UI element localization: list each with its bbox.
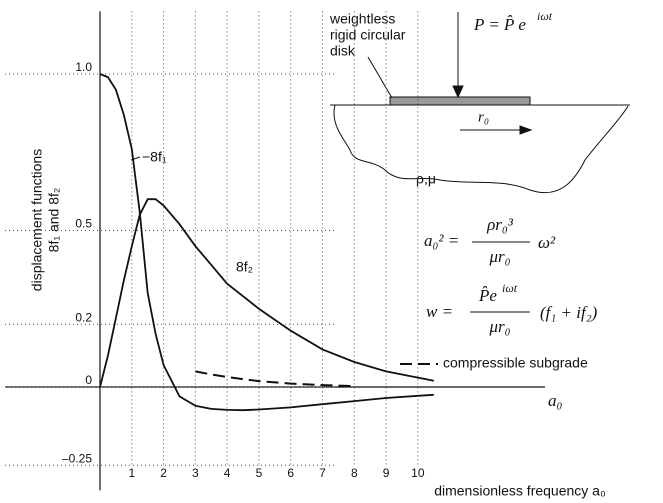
x-tick-label: 2 (160, 466, 167, 480)
medium-label: ρ,μ (416, 171, 436, 187)
equation: ω² (538, 233, 556, 252)
y-label: 8f₁ and 8f₂ (46, 188, 62, 253)
x-tick-label: 5 (256, 466, 263, 480)
legend-label: compressible subgrade (443, 355, 588, 371)
x-tick-label: 8 (351, 466, 358, 480)
x-axis-end-label: a₀ (548, 391, 563, 410)
x-label: dimensionless frequency a₀ (434, 483, 606, 499)
curve-label: −8f₁ (142, 149, 167, 165)
equation: μr₀ (488, 317, 510, 336)
equation: P̂e (478, 286, 497, 305)
load-label: P = P̂ e (473, 15, 526, 34)
x-tick-label: 4 (224, 466, 231, 480)
x-tick-label: 1 (128, 466, 135, 480)
inset-label: disk (330, 43, 356, 59)
y-tick-label: 0 (85, 373, 92, 387)
y-tick-label: 1.0 (75, 60, 92, 74)
disk (389, 96, 531, 106)
x-tick-label: 7 (319, 466, 326, 480)
x-tick-label: 3 (192, 466, 199, 480)
leader-line (367, 56, 393, 99)
data-line (99, 73, 434, 412)
equation: w = (426, 302, 453, 321)
label-leader (130, 156, 141, 161)
y-tick-label: –0.25 (62, 451, 92, 465)
equation: μr₀ (488, 247, 510, 266)
x-tick-label: 9 (383, 466, 390, 480)
inset-label: weightless (329, 11, 395, 27)
x-tick-label: 6 (287, 466, 294, 480)
equation: a₀² = (424, 231, 459, 250)
y-tick-label: 0.2 (75, 311, 92, 325)
equation: iωt (502, 281, 518, 295)
y-tick-label: 0.5 (75, 217, 92, 231)
data-line (195, 370, 355, 388)
load-exponent: iωt (537, 9, 553, 23)
x-tick-label: 10 (411, 466, 425, 480)
equation: (f₁ + if₂) (540, 303, 598, 322)
curve-label: 8f₂ (236, 259, 253, 275)
equation: ρr₀³ (486, 215, 514, 234)
arrow-head (452, 85, 464, 99)
radius-label: r₀ (478, 109, 489, 125)
inset-label: rigid circular (330, 27, 406, 43)
arrow-head (519, 125, 533, 135)
data-line (99, 198, 434, 388)
y-label: displacement functions (29, 149, 45, 291)
medium-boundary (333, 104, 629, 194)
inset-diagram (330, 12, 630, 194)
